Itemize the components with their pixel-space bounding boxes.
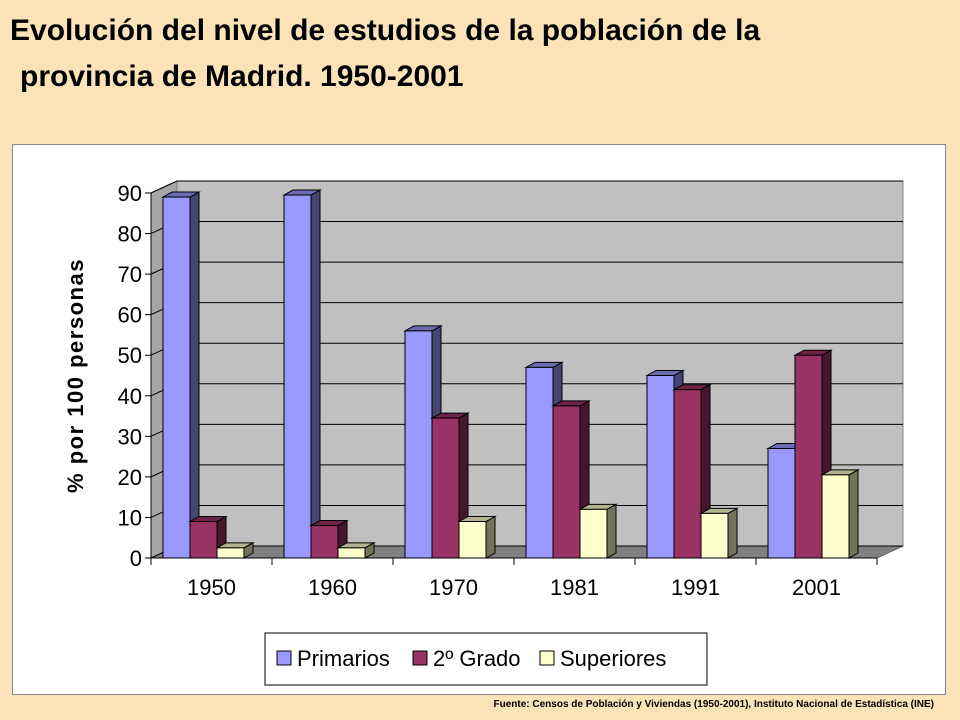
x-tick-label: 1991 [671, 575, 720, 600]
gridline [150, 180, 903, 194]
y-tick-label: 20 [118, 465, 142, 490]
bar [579, 508, 608, 559]
bar [431, 417, 460, 559]
bar-side [189, 191, 200, 559]
y-tick-label: 10 [118, 505, 142, 530]
y-tick-label: 70 [118, 262, 142, 287]
legend-swatch [412, 650, 428, 666]
bar-side [727, 507, 738, 559]
bar [283, 194, 312, 559]
y-axis-label: % por 100 personas [63, 258, 88, 493]
bar [646, 375, 675, 559]
bar [216, 547, 245, 559]
x-tick-label: 1950 [187, 575, 236, 600]
x-tick-label: 1970 [429, 575, 478, 600]
axes: 0 10 20 30 40 50 60 70 80 90 1950 1960 1970 1981 1991 2… [118, 181, 878, 600]
legend-label: Superiores [560, 646, 666, 671]
slide-title: Evolución del nivel de estudios de la po… [10, 8, 955, 100]
bar [404, 330, 433, 559]
y-tick-label: 50 [118, 343, 142, 368]
bar [189, 521, 218, 559]
legend-swatch [539, 650, 555, 666]
source-note: Fuente: Censos de Población y Viviendas … [493, 699, 935, 710]
y-tick-label: 90 [118, 181, 142, 206]
bar-chart: 0 10 20 30 40 50 60 70 80 90 1950 1960 1970 1981 1991 2… [63, 180, 904, 686]
bar [310, 525, 339, 559]
bar [458, 521, 487, 559]
x-tick-label: 2001 [792, 575, 841, 600]
bar-side [606, 503, 617, 559]
bar-side [485, 515, 496, 559]
bars [161, 189, 860, 559]
y-tick-label: 80 [118, 222, 142, 247]
y-tick-label: 0 [130, 546, 142, 571]
bar [767, 448, 796, 559]
legend-box [264, 632, 708, 686]
bar [162, 196, 191, 559]
chart-panel: 0 10 20 30 40 50 60 70 80 90 1950 1960 1970 1981 1991 2… [12, 144, 946, 695]
title-line-1: Evolución del nivel de estudios de la po… [10, 14, 761, 47]
legend: Primarios 2º Grado Superiores [264, 632, 708, 686]
legend-swatch [276, 650, 292, 666]
legend-label: 2º Grado [433, 646, 521, 671]
x-tick-label: 1960 [308, 575, 357, 600]
bar-side [848, 469, 859, 559]
bar [337, 547, 366, 559]
bar [794, 354, 823, 559]
bar [552, 405, 581, 559]
y-tick-label: 30 [118, 424, 142, 449]
x-tick-label: 1981 [550, 575, 599, 600]
legend-label: Primarios [297, 646, 390, 671]
y-tick-label: 40 [118, 384, 142, 409]
bar-side [310, 189, 321, 559]
bar [673, 389, 702, 559]
title-line-2: provincia de Madrid. 1950-2001 [20, 60, 464, 93]
y-tick-label: 60 [118, 303, 142, 328]
bar [700, 512, 729, 559]
bar [821, 474, 850, 559]
bar [525, 366, 554, 559]
